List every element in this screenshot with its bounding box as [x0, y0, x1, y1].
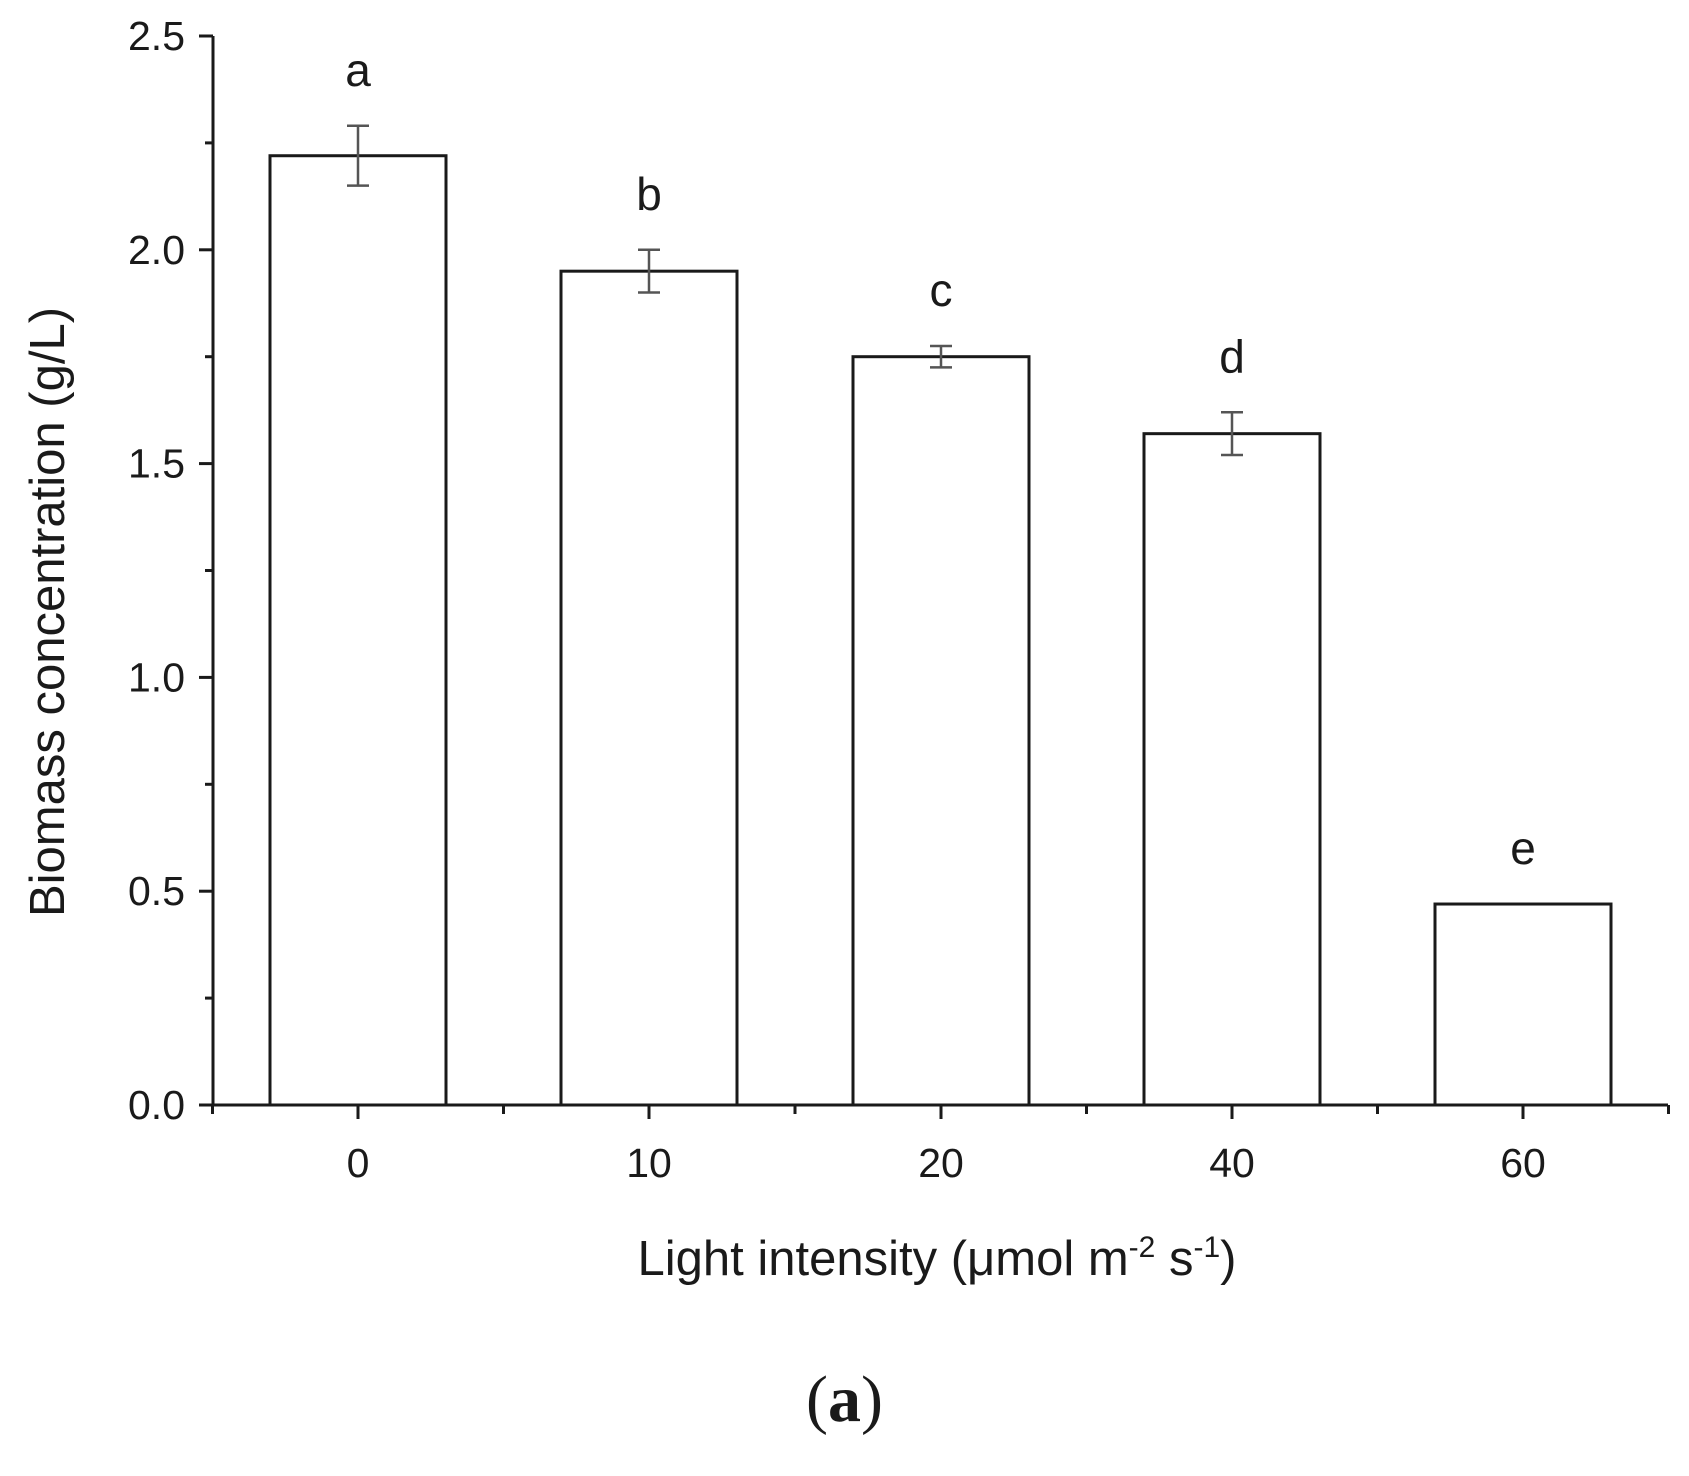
y-tick-label: 1.0: [128, 654, 185, 700]
chart-significance-letters: a b c d e: [345, 44, 1536, 874]
x-tick-label: 10: [626, 1140, 672, 1186]
y-tick-label: 0.5: [128, 868, 185, 914]
significance-letter-b: b: [636, 168, 662, 220]
y-tick-label: 0.0: [128, 1082, 185, 1128]
x-axis-title-main: Light intensity (μmol m: [637, 1232, 1128, 1286]
panel-label-letter: a: [828, 1363, 861, 1436]
x-axis-title-end: ): [1220, 1232, 1236, 1286]
bar-20: [851, 355, 1031, 1107]
bar-60: [1433, 902, 1613, 1107]
x-tick-label: 0: [347, 1140, 370, 1186]
significance-letter-a: a: [345, 44, 371, 96]
chart-bars: [268, 154, 1613, 1107]
x-tick-label: 60: [1500, 1140, 1546, 1186]
significance-letter-e: e: [1510, 822, 1536, 874]
panel-label: (a): [0, 1362, 1689, 1438]
x-tick-label: 20: [918, 1140, 964, 1186]
chart-axes: [199, 34, 1670, 1119]
panel-label-close: ): [861, 1363, 883, 1436]
x-axis-title: Light intensity (μmol m-2 s-1): [637, 1231, 1236, 1286]
significance-letter-d: d: [1219, 330, 1245, 382]
panel-label-open: (: [806, 1363, 828, 1436]
significance-letter-c: c: [930, 264, 953, 316]
chart-tick-labels: 0.0 0.5 1.0 1.5 2.0 2.5 0 10 20 40 60: [128, 13, 1546, 1186]
x-axis-title-sup1: -2: [1129, 1231, 1156, 1264]
x-tick-label: 40: [1209, 1140, 1255, 1186]
x-axis-title-mid: s: [1155, 1232, 1193, 1286]
y-tick-label: 1.5: [128, 441, 185, 487]
bar-40: [1142, 432, 1322, 1107]
x-axis-title-sup2: -1: [1193, 1231, 1220, 1264]
bar-10: [559, 269, 739, 1107]
y-tick-label: 2.5: [128, 13, 185, 59]
bar-0: [268, 154, 448, 1107]
y-tick-label: 2.0: [128, 227, 185, 273]
chart-error-bars: [347, 124, 1243, 457]
y-axis-title: Biomass concentration (g/L): [21, 307, 75, 917]
